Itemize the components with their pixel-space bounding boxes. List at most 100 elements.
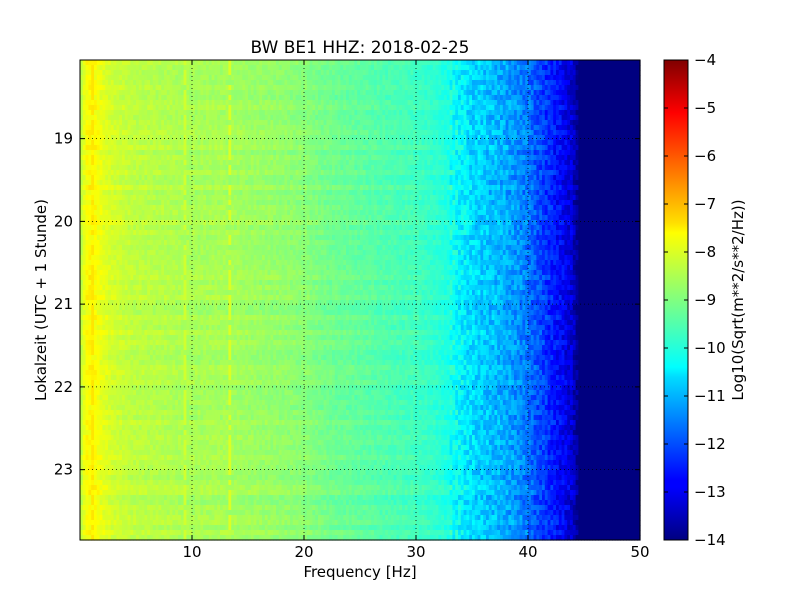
heatmap-cell <box>570 110 574 116</box>
heatmap-cell <box>410 105 414 111</box>
heatmap-cell <box>304 95 308 101</box>
heatmap-cell <box>519 70 523 76</box>
heatmap-cell <box>194 105 199 111</box>
heatmap-cell <box>259 110 263 116</box>
heatmap-cell <box>603 65 607 71</box>
heatmap-cell <box>502 100 507 106</box>
heatmap-cell <box>340 90 344 96</box>
heatmap-cell <box>236 110 241 116</box>
heatmap-cell <box>589 65 593 71</box>
heatmap-cell <box>351 110 355 116</box>
heatmap-cell <box>519 115 523 121</box>
heatmap-cell <box>270 90 274 96</box>
heatmap-cell <box>236 90 241 96</box>
heatmap-cell <box>332 65 336 71</box>
heatmap-cell <box>326 75 330 81</box>
heatmap-cell <box>516 95 521 101</box>
heatmap-cell <box>595 70 599 76</box>
heatmap-cell <box>584 110 588 116</box>
heatmap-cell <box>130 115 134 121</box>
heatmap-cell <box>449 115 453 121</box>
heatmap-cell <box>528 95 532 101</box>
heatmap-cell <box>407 85 411 91</box>
heatmap-cell <box>581 75 585 81</box>
heatmap-cell <box>598 75 602 81</box>
heatmap-cell <box>432 110 437 116</box>
heatmap-cell <box>427 100 431 106</box>
heatmap-cell <box>522 105 526 111</box>
heatmap-cell <box>130 95 134 101</box>
heatmap-cell <box>136 90 140 96</box>
heatmap-cell <box>511 100 515 106</box>
heatmap-cell <box>362 95 367 101</box>
heatmap-cell <box>242 85 246 91</box>
heatmap-cell <box>539 95 543 101</box>
heatmap-cell <box>634 105 638 111</box>
heatmap-cell <box>399 105 403 111</box>
heatmap-cell <box>424 65 428 71</box>
heatmap-cell <box>192 115 196 121</box>
heatmap-cell <box>124 80 129 86</box>
heatmap-cell <box>250 100 255 106</box>
heatmap-cell <box>267 70 271 76</box>
heatmap-cell <box>152 65 157 71</box>
heatmap-cell <box>491 60 495 66</box>
heatmap-cell <box>166 95 171 101</box>
heatmap-cell <box>214 90 218 96</box>
heatmap-cell <box>586 110 591 116</box>
heatmap-cell <box>402 85 406 91</box>
heatmap-cell <box>486 75 490 81</box>
heatmap-cell <box>505 80 509 86</box>
heatmap-cell <box>80 105 84 111</box>
heatmap-cell <box>477 70 481 76</box>
heatmap-cell <box>374 90 378 96</box>
heatmap-cell <box>365 85 369 91</box>
heatmap-cell <box>592 65 596 71</box>
heatmap-cell <box>256 85 260 91</box>
heatmap-cell <box>248 100 252 106</box>
heatmap-cell <box>253 85 257 91</box>
heatmap-cell <box>452 65 456 71</box>
heatmap-cell <box>287 110 291 116</box>
heatmap-cell <box>183 70 187 76</box>
heatmap-cell <box>147 105 151 111</box>
heatmap-cell <box>152 75 157 81</box>
heatmap-cell <box>96 95 101 101</box>
heatmap-cell <box>208 60 213 66</box>
heatmap-cell <box>150 100 154 106</box>
heatmap-cell <box>634 85 638 91</box>
heatmap-cell <box>144 70 148 76</box>
heatmap-cell <box>357 80 361 86</box>
heatmap-cell <box>155 75 159 81</box>
heatmap-cell <box>94 80 98 86</box>
heatmap-cell <box>208 70 213 76</box>
heatmap-cell <box>547 110 551 116</box>
heatmap-cell <box>346 90 350 96</box>
heatmap-cell <box>346 80 350 86</box>
heatmap-cell <box>446 70 451 76</box>
heatmap-cell <box>309 85 313 91</box>
heatmap-cell <box>463 75 467 81</box>
heatmap-cell <box>564 90 568 96</box>
heatmap-cell <box>626 85 630 91</box>
heatmap-cell <box>631 105 635 111</box>
heatmap-cell <box>85 120 89 126</box>
heatmap-cell <box>91 90 95 96</box>
heatmap-cell <box>438 110 442 116</box>
heatmap-cell <box>180 85 185 91</box>
heatmap-cell <box>544 100 549 106</box>
heatmap-cell <box>113 110 117 116</box>
heatmap-cell <box>421 110 425 116</box>
heatmap-cell <box>589 90 593 96</box>
heatmap-cell <box>416 105 420 111</box>
heatmap-cell <box>343 90 347 96</box>
heatmap-cell <box>614 65 619 71</box>
heatmap-cell <box>491 80 495 86</box>
heatmap-cell <box>542 105 546 111</box>
heatmap-cell <box>371 115 375 121</box>
heatmap-cell <box>85 100 89 106</box>
heatmap-cell <box>424 105 428 111</box>
heatmap-cell <box>259 90 263 96</box>
heatmap-cell <box>301 95 305 101</box>
heatmap-cell <box>245 75 249 81</box>
